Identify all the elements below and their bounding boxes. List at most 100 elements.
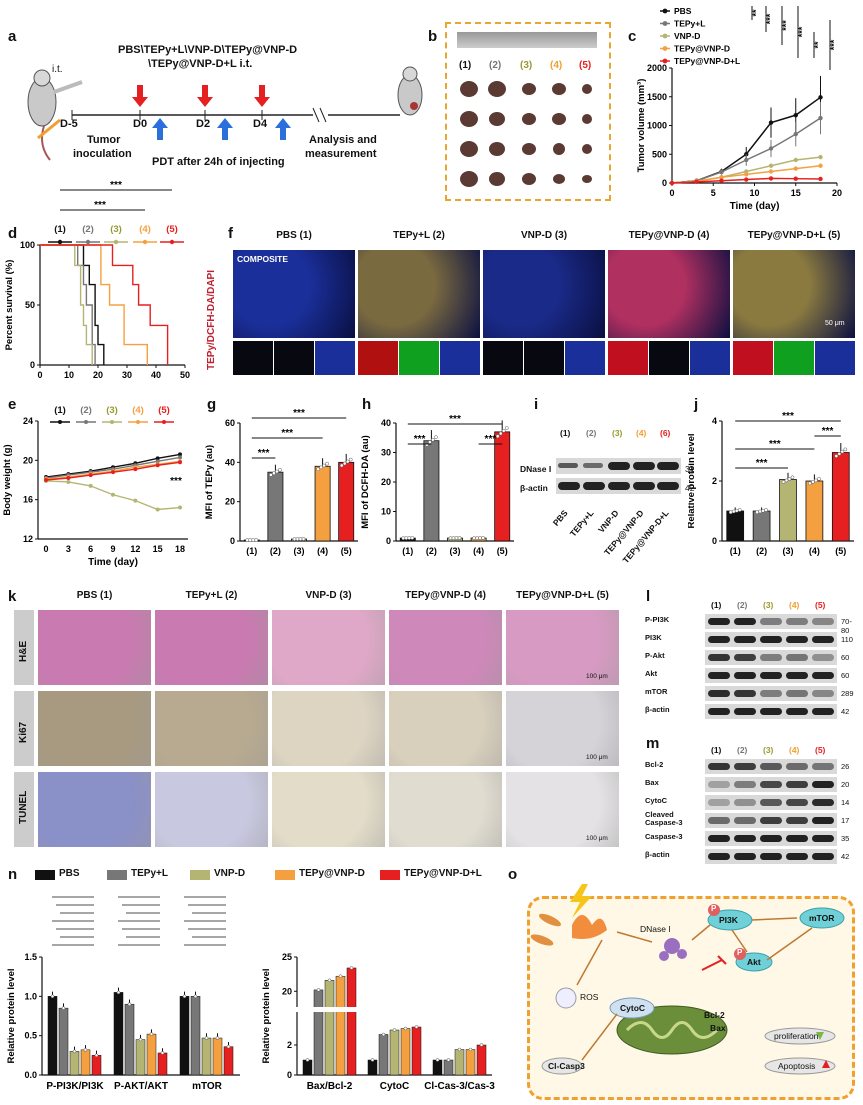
scale-bar-label: 100 μm <box>586 673 608 680</box>
lane-num: (1) <box>711 600 722 610</box>
lane-num: (3) <box>763 600 774 610</box>
x-tick-label: 0 <box>37 370 42 380</box>
y-axis-label: MFI of TEPy (au) <box>204 445 215 519</box>
data-point <box>407 536 412 540</box>
data-point <box>728 510 733 515</box>
legend-marker <box>113 239 119 245</box>
data-point <box>837 451 842 456</box>
bar <box>302 1059 313 1076</box>
day-label-d-5: D-5 <box>60 118 78 130</box>
sig-label: *** <box>781 20 791 31</box>
data-point <box>338 974 343 978</box>
blot-strip <box>705 704 837 719</box>
legend-label: TEPy@VNP-D+L <box>674 56 740 66</box>
day-label-d4: D4 <box>253 118 268 130</box>
y-axis-label: Relative protein level <box>261 968 272 1063</box>
data-point <box>744 177 749 182</box>
x-tick-label: 20 <box>832 188 842 198</box>
blot-row-label: Cleaved Caspase-3 <box>645 810 683 827</box>
legend-marker <box>58 420 62 424</box>
fluor-channel-image <box>649 341 689 375</box>
bax-label: Bax <box>710 1023 726 1033</box>
ihc-image <box>389 772 502 847</box>
ihc-grid: PBS (1) TEPy+L (2) VNP-D (3) TEPy@VNP-D (4)… <box>14 590 636 855</box>
tumor-label-2: inoculation <box>73 148 132 160</box>
legend-label: TEPy@VNP-D+L <box>404 868 482 879</box>
apoptosis-label: Apoptosis <box>778 1061 816 1071</box>
proliferation-label: proliferation <box>774 1031 819 1041</box>
x-tick-label: (3) <box>450 546 461 556</box>
y-tick-label: 20 <box>23 455 33 465</box>
panel-label-c: c <box>628 28 637 45</box>
fluor-composite-image <box>483 250 605 338</box>
panel-label-m: m <box>646 735 660 752</box>
x-tick-label: CytoC <box>380 1081 409 1092</box>
scale-bar-label: 50 μm <box>825 320 845 327</box>
data-point <box>248 538 253 542</box>
panel-label-h: h <box>362 396 372 413</box>
x-tick-label: mTOR <box>192 1081 223 1092</box>
legend-label: TEPy+L <box>131 868 168 879</box>
fire-icon <box>572 915 607 939</box>
data-point <box>72 1049 77 1054</box>
legend-marker <box>142 239 148 245</box>
panel-m-western: (1) (2) (3) (4) (5) Bcl-2 26 Bax 20 CytoC 14 Cleave… <box>645 745 860 865</box>
x-tick-label: 15 <box>791 188 801 198</box>
panel-o-diagram: DNase I PI3K mTOR Akt ROS CytoC Bcl-2 Ba… <box>522 880 855 1100</box>
data-point <box>454 536 459 540</box>
survival-curve-1 <box>40 244 105 365</box>
kda: 31 <box>685 464 695 474</box>
ihc-image <box>506 772 619 847</box>
group-label: (1) <box>54 405 66 416</box>
panel-f-ylabel: TEPy/DCFH-DA/DAPI <box>206 269 217 370</box>
panel-n-legend: PBS TEPy+L VNP-D TEPy@VNP-D TEPy@VNP-D+L <box>35 868 505 884</box>
clcasp3-node <box>541 1057 583 1075</box>
panel-label-l: l <box>646 588 651 605</box>
blot-row-label: β-actin <box>645 705 670 714</box>
y-tick-label: 20 <box>225 497 235 507</box>
bar <box>124 1003 135 1076</box>
group-label: (2) <box>80 405 92 416</box>
kda-label: 20 <box>841 780 850 789</box>
ros-label: ROS <box>580 992 599 1002</box>
data-point <box>155 459 160 464</box>
bar <box>443 1059 454 1076</box>
data-point <box>160 1051 165 1055</box>
sig-label: *** <box>756 458 768 469</box>
data-point <box>428 440 432 445</box>
data-point <box>381 1032 386 1037</box>
bar <box>476 1044 487 1076</box>
y-tick-label: 2 <box>712 476 717 486</box>
legend-label: PBS <box>59 868 80 879</box>
survival-curve-5 <box>40 244 169 365</box>
data-point <box>349 966 354 970</box>
data-point <box>790 475 795 480</box>
y-tick-label: 24 <box>23 416 33 426</box>
y-tick-label: 1500 <box>647 92 667 102</box>
group-label: (4) <box>139 224 151 235</box>
blot-row-label: mTOR <box>645 687 668 696</box>
y-tick-label: 500 <box>652 149 667 159</box>
data-point <box>327 978 332 983</box>
y-tick-label: 60 <box>225 418 235 428</box>
data-point <box>392 1028 397 1032</box>
panel-label-f: f <box>228 225 233 242</box>
bar <box>47 996 58 1076</box>
composite-label: COMPOSITE <box>237 254 289 264</box>
fluor-channel-image <box>440 341 480 375</box>
bar <box>91 1055 102 1076</box>
blot-row-label: P-Akt <box>645 651 665 660</box>
legend-swatch <box>380 870 400 880</box>
data-point <box>719 175 724 180</box>
data-point <box>793 157 798 163</box>
ihc-image <box>155 772 268 847</box>
data-point <box>83 1048 88 1052</box>
data-point <box>784 478 789 483</box>
lane-num: (4) <box>789 600 800 610</box>
data-point <box>319 465 323 470</box>
tumor-col-2: (2) <box>489 60 502 71</box>
data-point <box>94 1053 99 1058</box>
chart-g-mfi-tepy: 0 20 40 60 MFI of TEPy (au) (1) (2) (3) (4) (5) **… <box>204 408 358 556</box>
bar-2 <box>267 471 284 542</box>
